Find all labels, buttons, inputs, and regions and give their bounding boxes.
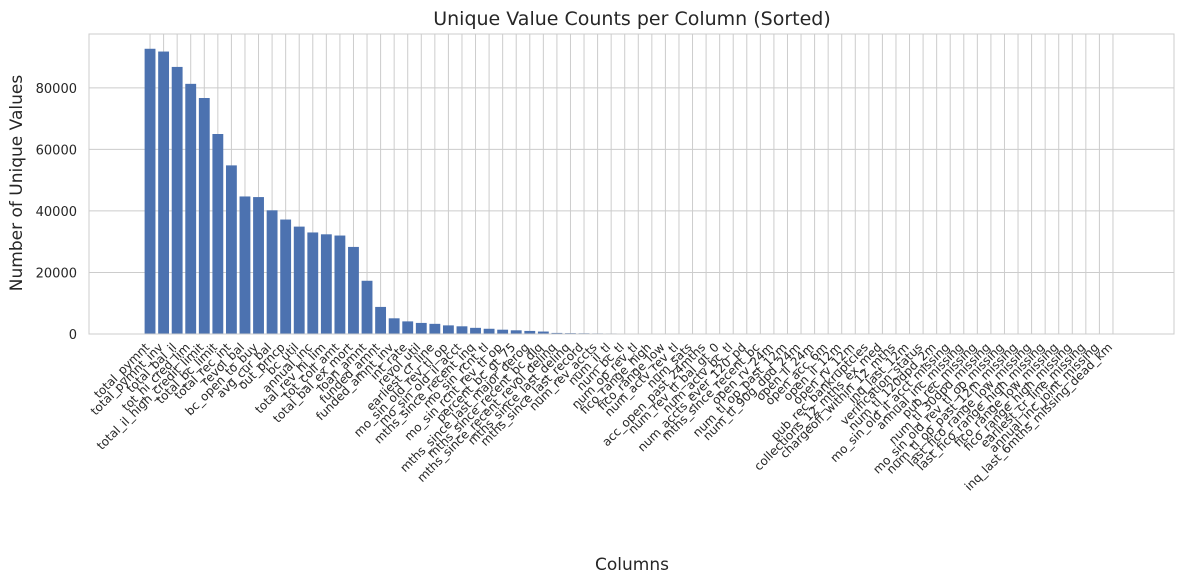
chart-title: Unique Value Counts per Column (Sorted) <box>433 8 831 30</box>
bar <box>483 328 495 334</box>
bar <box>524 330 536 334</box>
y-tick-labels: 0 20000 40000 60000 80000 <box>36 82 77 343</box>
bar <box>212 134 224 334</box>
bar <box>266 210 278 334</box>
y-tick-label: 60000 <box>36 143 77 158</box>
bar <box>415 322 427 334</box>
x-tick-labels: total_pymnttotal_pymnt_invtotal_bal_ilto… <box>88 340 1115 493</box>
y-axis-label: Number of Unique Values <box>7 75 27 292</box>
bar <box>198 98 210 334</box>
bar <box>402 321 414 334</box>
bars <box>144 48 1119 335</box>
gridlines <box>89 34 1174 335</box>
bar <box>280 219 292 334</box>
x-axis-label: Columns <box>595 555 669 575</box>
bar <box>375 306 387 334</box>
bar <box>239 196 251 334</box>
bar <box>442 325 454 334</box>
bar <box>158 51 170 335</box>
y-tick-label: 40000 <box>36 205 77 220</box>
bar <box>510 330 522 334</box>
bar <box>185 83 197 334</box>
bar <box>307 232 319 334</box>
bar <box>293 226 305 334</box>
y-tick-label: 20000 <box>36 266 77 281</box>
bar <box>551 332 563 334</box>
bar <box>429 323 441 334</box>
bar <box>334 235 346 334</box>
bar <box>320 234 332 334</box>
bar <box>171 66 183 334</box>
bar <box>144 48 156 335</box>
bar <box>361 280 373 334</box>
bar <box>225 165 237 334</box>
y-tick-label: 0 <box>69 328 77 343</box>
bar <box>388 318 400 334</box>
y-tick-label: 80000 <box>36 82 77 97</box>
bar <box>253 197 264 334</box>
bar <box>537 331 549 334</box>
bar <box>470 327 481 334</box>
plot-frame <box>88 33 1175 335</box>
bar <box>497 329 509 334</box>
bar <box>348 246 359 334</box>
bar <box>456 326 468 334</box>
